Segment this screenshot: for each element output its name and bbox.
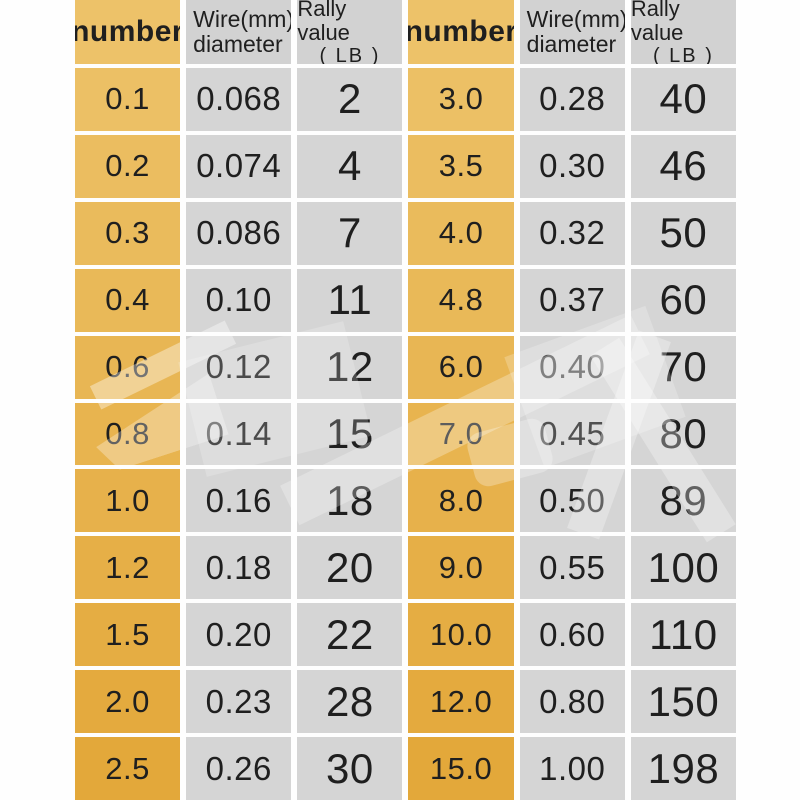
cell-rally-value: 2 (297, 68, 403, 131)
cell-wire-diameter: 0.20 (186, 603, 292, 667)
cell-wire-diameter: 0.28 (519, 68, 625, 131)
header-rally-value-right: Rally value ( LB ) (630, 0, 736, 64)
cell-rally-value: 18 (297, 469, 403, 533)
header-rally-line2: ( LB ) (652, 45, 714, 64)
cell-wire-diameter: 0.50 (519, 469, 625, 533)
cell-wire-diameter: 0.23 (186, 670, 292, 734)
cell-number: 3.0 (408, 68, 514, 131)
cell-rally-value: 80 (630, 402, 736, 466)
cell-wire-diameter: 1.00 (519, 737, 625, 800)
cell-rally-value: 100 (630, 536, 736, 600)
cell-rally-value: 60 (630, 268, 736, 332)
cell-number: 4.8 (408, 268, 514, 332)
cell-number: 8.0 (408, 469, 514, 533)
cell-number: 15.0 (408, 737, 514, 800)
cell-wire-diameter: 0.37 (519, 268, 625, 332)
cell-wire-diameter: 0.14 (186, 402, 292, 466)
cell-wire-diameter: 0.16 (186, 469, 292, 533)
cell-wire-diameter: 0.086 (186, 201, 292, 265)
cell-wire-diameter: 0.32 (519, 201, 625, 265)
header-number-right: number (408, 0, 514, 64)
cell-number: 3.5 (408, 134, 514, 198)
cell-number: 0.6 (75, 335, 181, 399)
cell-number: 1.0 (75, 469, 181, 533)
cell-wire-diameter: 0.26 (186, 737, 292, 800)
cell-wire-diameter: 0.10 (186, 268, 292, 332)
cell-wire-diameter: 0.18 (186, 536, 292, 600)
cell-number: 0.1 (75, 68, 181, 131)
cell-rally-value: 110 (630, 603, 736, 667)
cell-number: 0.2 (75, 134, 181, 198)
cell-number: 7.0 (408, 402, 514, 466)
header-wire-line2: diameter (193, 31, 283, 57)
header-wire-line2: diameter (526, 31, 617, 57)
cell-number: 0.3 (75, 201, 181, 265)
cell-rally-value: 46 (630, 134, 736, 198)
header-rally-line1: Rally value (630, 0, 684, 45)
cell-rally-value: 11 (297, 268, 403, 332)
cell-number: 0.8 (75, 402, 181, 466)
cell-rally-value: 50 (630, 201, 736, 265)
cell-wire-diameter: 0.074 (186, 134, 292, 198)
cell-rally-value: 150 (630, 670, 736, 734)
cell-number: 2.5 (75, 737, 181, 800)
cell-rally-value: 7 (297, 201, 403, 265)
cell-rally-value: 40 (630, 68, 736, 131)
header-rally-value-left: Rally value ( LB ) (297, 0, 403, 64)
cell-wire-diameter: 0.068 (186, 68, 292, 131)
cell-rally-value: 30 (297, 737, 403, 800)
cell-number: 0.4 (75, 268, 181, 332)
cell-rally-value: 70 (630, 335, 736, 399)
cell-number: 10.0 (408, 603, 514, 667)
cell-wire-diameter: 0.80 (519, 670, 625, 734)
cell-number: 4.0 (408, 201, 514, 265)
header-wire-line1: Wire(mm) (526, 5, 625, 32)
cell-rally-value: 15 (297, 402, 403, 466)
cell-rally-value: 28 (297, 670, 403, 734)
cell-rally-value: 198 (630, 737, 736, 800)
header-wire-diameter-left: Wire(mm) diameter (186, 0, 292, 64)
cell-number: 6.0 (408, 335, 514, 399)
cell-number: 9.0 (408, 536, 514, 600)
cell-rally-value: 22 (297, 603, 403, 667)
cell-number: 1.2 (75, 536, 181, 600)
header-rally-line2: ( LB ) (319, 45, 381, 64)
cell-number: 12.0 (408, 670, 514, 734)
cell-wire-diameter: 0.45 (519, 402, 625, 466)
header-wire-line1: Wire(mm) (193, 5, 292, 32)
cell-wire-diameter: 0.55 (519, 536, 625, 600)
header-number-left: number (75, 0, 181, 64)
cell-rally-value: 12 (297, 335, 403, 399)
cell-wire-diameter: 0.60 (519, 603, 625, 667)
header-wire-diameter-right: Wire(mm) diameter (519, 0, 625, 64)
cell-number: 2.0 (75, 670, 181, 734)
header-rally-line1: Rally value (297, 0, 350, 45)
cell-wire-diameter: 0.30 (519, 134, 625, 198)
cell-rally-value: 89 (630, 469, 736, 533)
cell-rally-value: 20 (297, 536, 403, 600)
cell-wire-diameter: 0.12 (186, 335, 292, 399)
cell-number: 1.5 (75, 603, 181, 667)
cell-wire-diameter: 0.40 (519, 335, 625, 399)
cell-rally-value: 4 (297, 134, 403, 198)
